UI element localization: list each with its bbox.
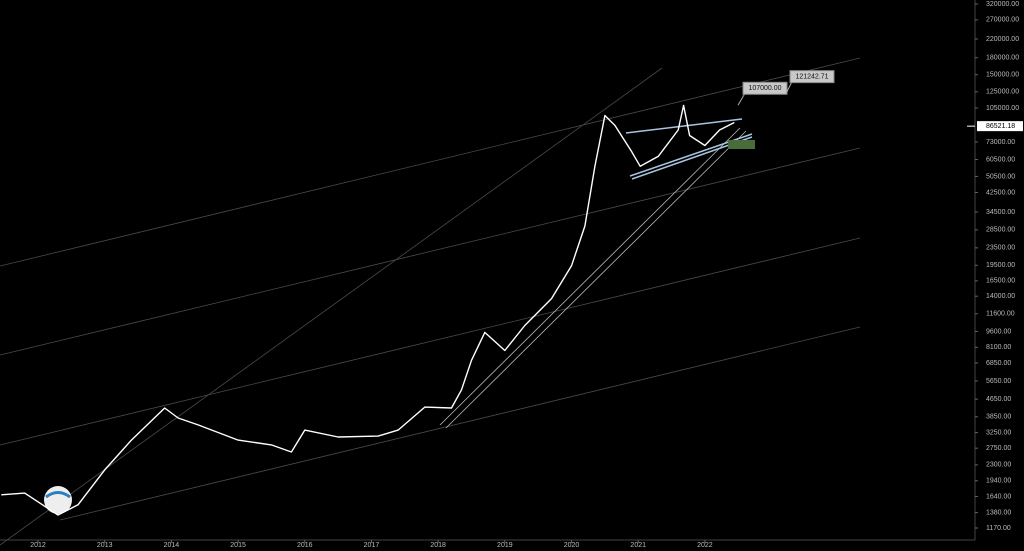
y-tick-label: 14000.00 (986, 293, 1015, 300)
y-tick-label: 150000.00 (986, 72, 1019, 79)
watermark (44, 486, 72, 514)
y-tick-label: 11600.00 (986, 311, 1015, 318)
y-tick-label: 34500.00 (986, 209, 1015, 216)
x-tick-label: 2022 (697, 542, 713, 549)
y-tick-label: 60500.00 (986, 156, 1015, 163)
y-tick-label: 1940.00 (986, 478, 1011, 485)
target-zone (728, 140, 755, 149)
y-tick-label: 1380.00 (986, 509, 1011, 516)
price-label: 86521.18 (986, 123, 1015, 130)
y-tick-label: 28500.00 (986, 227, 1015, 234)
logo-arc (45, 491, 71, 499)
y-tick-label: 6850.00 (986, 360, 1011, 367)
y-tick-label: 1170.00 (986, 525, 1011, 532)
x-tick-label: 2014 (164, 542, 180, 549)
y-tick-label: 9600.00 (986, 328, 1011, 335)
y-tick-label: 3250.00 (986, 429, 1011, 436)
trendline (445, 130, 747, 429)
y-tick-label: 19500.00 (986, 262, 1015, 269)
y-tick-label: 2750.00 (986, 445, 1011, 452)
x-tick-label: 2017 (364, 542, 380, 549)
y-tick-label: 23500.00 (986, 245, 1015, 252)
y-tick-label: 2300.00 (986, 462, 1011, 469)
y-tick-label: 220000.00 (986, 36, 1019, 43)
callout-pointer (785, 81, 793, 94)
y-tick-label: 5650.00 (986, 378, 1011, 385)
callout-pointer (737, 93, 746, 106)
trendline (625, 118, 743, 134)
y-tick-label: 4650.00 (986, 396, 1011, 403)
support-lines (439, 127, 747, 429)
callout-box (742, 81, 788, 95)
y-tick-label: 16500.00 (986, 278, 1015, 285)
trendline (0, 147, 861, 356)
callout-label: 107000.00 (748, 85, 781, 92)
y-tick-label: 50500.00 (986, 173, 1015, 180)
y-tick-label: 42500.00 (986, 189, 1015, 196)
y-tick-label: 125000.00 (986, 89, 1019, 96)
x-tick-label: 2020 (564, 542, 580, 549)
price-label-box (977, 121, 1023, 132)
y-tick-label: 180000.00 (986, 55, 1019, 62)
y-tick-label: 73000.00 (986, 139, 1015, 146)
x-tick-label: 2015 (230, 542, 246, 549)
x-tick-label: 2019 (497, 542, 513, 549)
y-tick-label: 270000.00 (986, 17, 1019, 24)
x-tick-label: 2018 (430, 542, 446, 549)
trendline (439, 127, 741, 426)
x-tick-label: 2021 (630, 542, 646, 549)
trendline (59, 326, 861, 521)
x-tick-label: 2016 (297, 542, 313, 549)
y-tick-label: 320000.00 (986, 1, 1019, 8)
y-tick-label: 8100.00 (986, 344, 1011, 351)
trendline (0, 57, 861, 267)
trendline (0, 237, 861, 446)
x-tick-label: 2013 (97, 542, 113, 549)
y-tick-label: 105000.00 (986, 105, 1019, 112)
y-tick-label: 3850.00 (986, 414, 1011, 421)
x-tick-label: 2012 (30, 542, 46, 549)
trendline (0, 67, 663, 546)
price-line (1, 104, 735, 516)
callout-label: 121242.71 (795, 73, 828, 80)
callout-box (789, 70, 835, 84)
y-tick-label: 1640.00 (986, 493, 1011, 500)
channel-lines (0, 57, 861, 546)
